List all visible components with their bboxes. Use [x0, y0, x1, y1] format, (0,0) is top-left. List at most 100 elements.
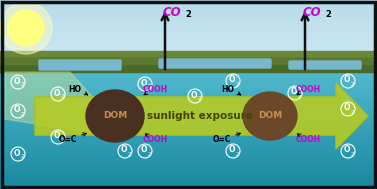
Bar	[0, 173, 377, 177]
Bar	[0, 7, 377, 11]
Text: O: O	[291, 88, 297, 97]
FancyBboxPatch shape	[159, 59, 271, 68]
Text: HO: HO	[222, 84, 234, 94]
Bar	[0, 58, 377, 61]
Text: O: O	[141, 146, 147, 154]
Bar	[0, 119, 377, 123]
Text: O: O	[14, 105, 20, 115]
Bar	[0, 99, 377, 103]
Bar	[0, 146, 377, 150]
Text: 2: 2	[60, 138, 64, 143]
Bar	[0, 4, 377, 7]
Ellipse shape	[86, 90, 144, 142]
Text: HO: HO	[69, 84, 81, 94]
Bar	[0, 72, 377, 76]
Bar	[0, 32, 377, 36]
Text: COOH: COOH	[296, 84, 320, 94]
Text: O: O	[229, 75, 235, 84]
FancyBboxPatch shape	[289, 61, 361, 69]
Text: O: O	[54, 132, 60, 140]
Bar	[0, 65, 377, 68]
Text: 2: 2	[185, 10, 191, 19]
Bar	[0, 40, 377, 43]
Text: O: O	[344, 75, 350, 84]
Text: CO: CO	[303, 6, 322, 19]
Bar	[0, 150, 377, 154]
Text: DOM: DOM	[258, 112, 282, 121]
Bar	[0, 154, 377, 158]
Text: 2: 2	[235, 152, 239, 156]
Text: 2: 2	[235, 81, 239, 87]
Text: 2: 2	[350, 152, 354, 156]
Text: CO: CO	[163, 6, 182, 19]
Text: O: O	[229, 146, 235, 154]
Text: 2: 2	[147, 152, 151, 156]
Bar	[0, 130, 377, 134]
Bar	[0, 43, 377, 47]
Bar	[0, 95, 377, 99]
Bar	[0, 181, 377, 185]
Circle shape	[8, 10, 44, 46]
Text: 2: 2	[20, 154, 24, 160]
Bar	[0, 177, 377, 181]
Circle shape	[0, 2, 52, 54]
Text: 2: 2	[20, 112, 24, 116]
Text: 2: 2	[147, 84, 151, 90]
Text: 2: 2	[350, 81, 354, 87]
Polygon shape	[35, 83, 368, 149]
Text: 2: 2	[60, 94, 64, 99]
Bar	[0, 29, 377, 32]
Bar	[0, 127, 377, 130]
Bar	[0, 142, 377, 146]
Bar	[0, 88, 377, 91]
Bar	[0, 68, 377, 72]
FancyBboxPatch shape	[39, 60, 121, 70]
Bar	[0, 14, 377, 18]
Text: 2: 2	[127, 152, 131, 156]
Bar	[0, 107, 377, 111]
Text: sunlight exposure: sunlight exposure	[147, 111, 253, 121]
Bar	[0, 91, 377, 95]
Bar	[0, 115, 377, 119]
Text: O: O	[141, 78, 147, 88]
Text: 2: 2	[197, 97, 201, 101]
Polygon shape	[5, 72, 130, 139]
Bar	[0, 52, 377, 72]
Bar	[0, 166, 377, 170]
Text: 2: 2	[325, 10, 331, 19]
Bar	[0, 36, 377, 40]
Bar	[0, 18, 377, 22]
Text: COOH: COOH	[143, 84, 167, 94]
Bar	[0, 61, 377, 65]
Text: O: O	[344, 146, 350, 154]
Ellipse shape	[243, 92, 297, 140]
Text: O: O	[344, 104, 350, 112]
Text: 2: 2	[20, 83, 24, 88]
Bar	[0, 11, 377, 14]
Text: O=C: O=C	[59, 135, 77, 143]
Text: O: O	[121, 146, 127, 154]
Bar	[0, 22, 377, 25]
Text: O: O	[14, 77, 20, 85]
Text: O: O	[54, 88, 60, 98]
Bar	[0, 80, 377, 84]
Bar	[0, 54, 377, 58]
Text: COOH: COOH	[143, 135, 167, 143]
Bar	[0, 162, 377, 166]
Bar	[0, 123, 377, 127]
Text: COOH: COOH	[296, 135, 320, 143]
Text: DOM: DOM	[103, 112, 127, 121]
Bar	[0, 47, 377, 50]
Bar	[0, 52, 377, 64]
Bar	[0, 50, 377, 54]
Text: O=C: O=C	[213, 135, 231, 143]
Bar	[0, 103, 377, 107]
Text: O: O	[14, 149, 20, 157]
Bar	[0, 170, 377, 173]
Bar	[0, 111, 377, 115]
Text: 2: 2	[297, 94, 301, 98]
Bar	[0, 0, 377, 4]
Bar	[0, 51, 377, 56]
Bar	[0, 185, 377, 189]
Bar	[0, 134, 377, 138]
